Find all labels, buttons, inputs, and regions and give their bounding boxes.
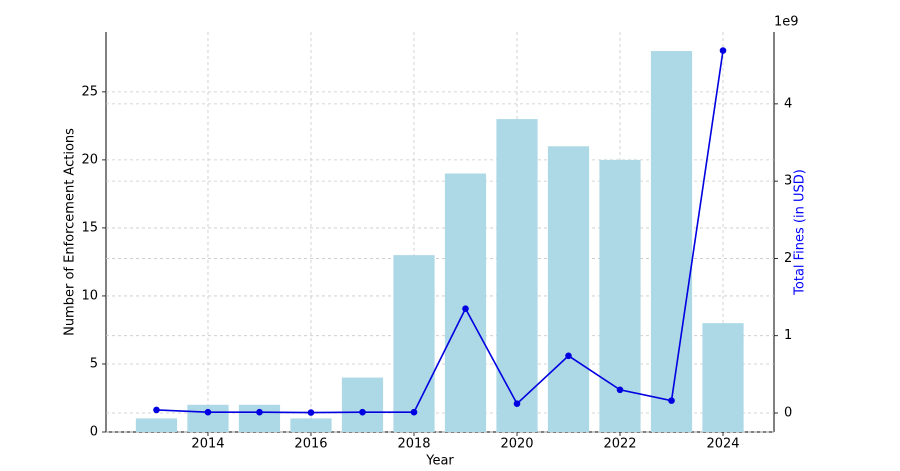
y2-tick-label: 0	[784, 405, 792, 420]
y2-axis-label: Total Fines (in USD)	[793, 169, 808, 296]
point	[719, 47, 727, 54]
x-axis-label: Year	[425, 454, 454, 469]
point	[359, 408, 366, 416]
y-tick-label: 20	[81, 152, 98, 167]
x-tick-label: 2018	[397, 437, 430, 452]
y-tick-label: 0	[90, 425, 98, 440]
bar	[290, 418, 332, 432]
x-tick-label: 2022	[603, 437, 636, 452]
y2-tick-label: 3	[784, 174, 792, 189]
y2-tick-label: 1	[784, 328, 792, 343]
bar	[393, 255, 435, 432]
y2-offset-label: 1e9	[774, 15, 799, 30]
y2-tick-label: 4	[784, 96, 792, 111]
y-tick-label: 10	[81, 288, 98, 303]
point	[616, 386, 624, 394]
point	[204, 408, 212, 416]
point	[410, 408, 418, 416]
y-tick-label: 25	[81, 84, 98, 99]
bar	[547, 146, 590, 433]
bar	[341, 377, 384, 432]
y-tick-label: 5	[90, 356, 98, 371]
point	[462, 305, 469, 312]
bar	[135, 418, 178, 432]
point	[513, 400, 521, 408]
point	[668, 397, 675, 404]
bar	[238, 404, 281, 432]
bar	[702, 323, 744, 432]
point	[256, 408, 263, 416]
bar	[496, 119, 538, 432]
point	[565, 352, 572, 360]
x-tick-label: 2020	[500, 437, 533, 452]
bar	[650, 51, 693, 433]
point	[153, 406, 160, 414]
x-tick-label: 2024	[706, 437, 739, 452]
x-tick-label: 2016	[294, 437, 327, 452]
line	[156, 50, 724, 414]
point	[307, 409, 315, 416]
x-tick-label: 2014	[191, 437, 224, 452]
bar	[444, 173, 487, 433]
bar	[187, 404, 229, 432]
y-axis-label: Number of Enforcement Actions	[63, 128, 78, 336]
y2-tick-label: 2	[784, 251, 792, 266]
y-tick-label: 15	[81, 220, 98, 235]
